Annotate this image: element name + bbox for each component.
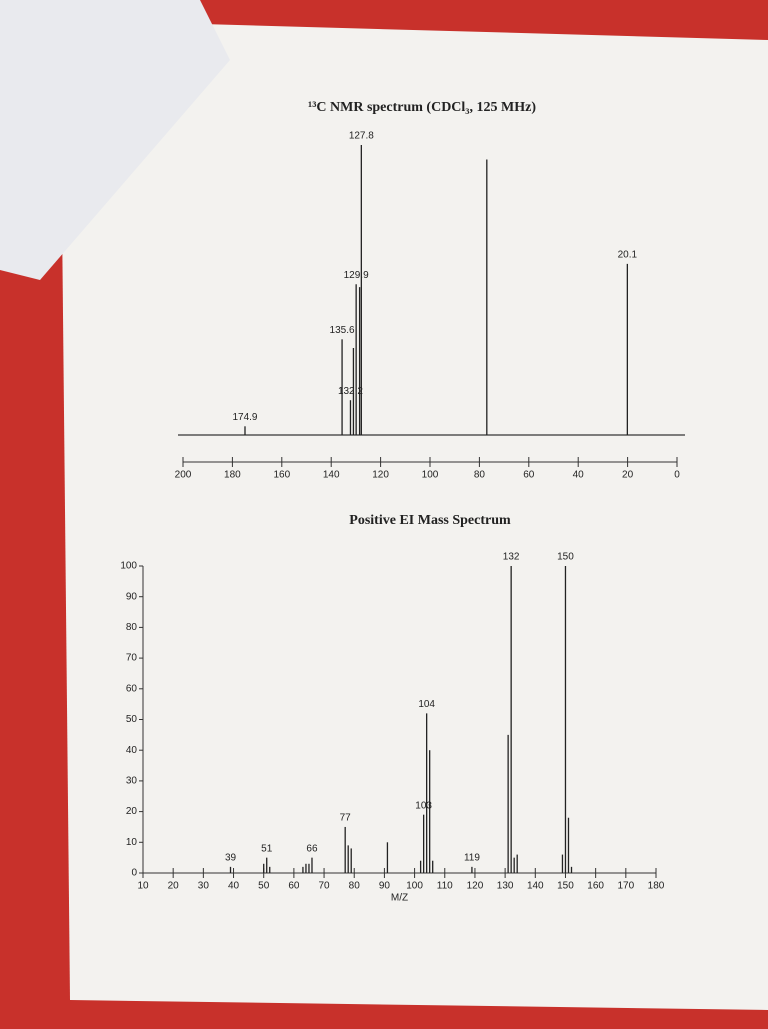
x-tick-label: 80: [349, 881, 361, 892]
peak-label: 77: [340, 813, 352, 824]
x-axis-label: M/Z: [391, 893, 408, 904]
x-tick-label: 70: [318, 881, 330, 892]
peak-label: 135.6: [330, 325, 355, 336]
x-tick-label: 200: [175, 470, 192, 481]
x-tick-label: 80: [474, 470, 486, 481]
y-tick-label: 20: [126, 806, 138, 817]
x-tick-label: 60: [523, 470, 535, 481]
paper-fold: [0, 0, 230, 280]
peak-label: 103: [415, 800, 432, 811]
x-tick-label: 50: [258, 881, 270, 892]
peak-label: 51: [261, 843, 273, 854]
x-tick-label: 100: [406, 881, 423, 892]
x-tick-label: 110: [437, 881, 453, 892]
x-tick-label: 140: [323, 470, 340, 481]
x-tick-label: 40: [573, 470, 585, 481]
x-tick-label: 180: [648, 881, 665, 892]
peak-label: 129.9: [344, 270, 369, 281]
x-tick-label: 130: [497, 881, 514, 892]
x-tick-label: 160: [587, 881, 604, 892]
chart-title: ¹³C NMR spectrum (CDCl₃, 125 MHz): [308, 100, 536, 115]
x-tick-label: 120: [467, 881, 484, 892]
x-tick-label: 20: [168, 881, 180, 892]
paper: [60, 20, 768, 1010]
peak-label: 174.9: [232, 412, 257, 423]
y-tick-label: 80: [126, 622, 138, 633]
peak-label: 119: [464, 853, 480, 864]
chart-title: Positive EI Mass Spectrum: [349, 513, 511, 528]
peak-label: 132.2: [338, 386, 363, 397]
y-tick-label: 40: [126, 745, 138, 756]
x-tick-label: 40: [228, 881, 240, 892]
y-tick-label: 100: [120, 561, 137, 572]
peak-label: 127.8: [349, 131, 374, 142]
x-tick-label: 100: [422, 470, 439, 481]
x-tick-label: 140: [527, 881, 544, 892]
peak-label: 104: [418, 699, 435, 710]
y-tick-label: 30: [126, 776, 138, 787]
x-tick-label: 160: [273, 470, 290, 481]
plots: ¹³C NMR spectrum (CDCl₃, 125 MHz)200 180 1…: [120, 100, 685, 904]
y-tick-label: 10: [126, 837, 138, 848]
y-tick-label: 60: [126, 683, 138, 694]
x-tick-label: 120: [372, 470, 389, 481]
x-tick-label: 20: [622, 470, 634, 481]
y-tick-label: 50: [126, 714, 138, 725]
peak-label: 150: [557, 552, 574, 563]
y-tick-label: 90: [126, 591, 138, 602]
x-tick-label: 0: [674, 470, 680, 481]
peak-label: 39: [225, 853, 237, 864]
x-tick-label: 30: [198, 881, 210, 892]
peak-label: 132: [503, 552, 520, 563]
x-tick-label: 60: [288, 881, 300, 892]
peak-label: 66: [306, 843, 318, 854]
x-tick-label: 180: [224, 470, 241, 481]
x-tick-label: 150: [557, 881, 574, 892]
y-tick-label: 70: [126, 653, 138, 664]
peak-label: 20.1: [618, 250, 638, 261]
y-tick-label: 0: [131, 868, 137, 879]
x-tick-label: 10: [137, 881, 149, 892]
x-tick-label: 90: [379, 881, 391, 892]
x-tick-label: 170: [617, 881, 634, 892]
